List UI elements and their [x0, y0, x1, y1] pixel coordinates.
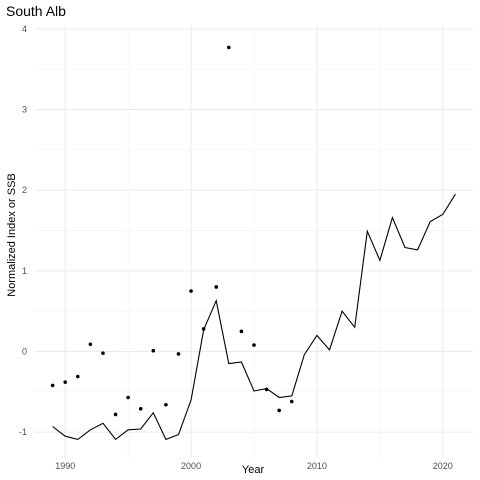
ssb-line	[52, 193, 456, 441]
index-point	[138, 406, 143, 411]
chart-title: South Alb	[6, 3, 66, 19]
index-point	[214, 285, 219, 289]
index-point	[63, 380, 68, 384]
index-point	[151, 348, 156, 353]
index-point	[176, 352, 181, 356]
index-point	[50, 383, 55, 388]
index-point	[164, 402, 168, 407]
index-point	[88, 342, 93, 347]
index-point	[227, 45, 231, 50]
y-tick-label: 1	[22, 266, 27, 276]
index-point	[113, 412, 118, 417]
index-point	[101, 351, 105, 355]
index-point	[277, 408, 281, 413]
x-axis-label: Year	[242, 464, 265, 476]
index-point	[239, 329, 244, 334]
y-axis-label: Normalized Index or SSB	[6, 173, 18, 297]
series-layer	[50, 45, 456, 441]
y-tick-label: 3	[22, 105, 27, 115]
index-point	[126, 395, 130, 400]
index-point	[189, 289, 193, 293]
grid	[35, 24, 473, 458]
y-tick-label: 4	[22, 24, 27, 34]
index-point	[289, 399, 294, 404]
x-tick-label: 2000	[181, 461, 201, 471]
index-point	[264, 387, 269, 392]
x-tick-label: 1990	[55, 461, 75, 471]
x-tick-label: 2010	[307, 461, 327, 471]
index-point	[252, 343, 256, 347]
index-point	[201, 327, 206, 331]
x-tick-label: 2020	[433, 461, 453, 471]
index-point	[75, 374, 80, 379]
y-axis-ticks: -1 0 1 2 3 4	[19, 24, 27, 437]
y-tick-label: 0	[22, 347, 27, 357]
y-tick-label: 2	[22, 185, 27, 195]
y-tick-label: -1	[19, 427, 27, 437]
x-axis-ticks: 1990 2000 2010 2020	[55, 461, 453, 471]
